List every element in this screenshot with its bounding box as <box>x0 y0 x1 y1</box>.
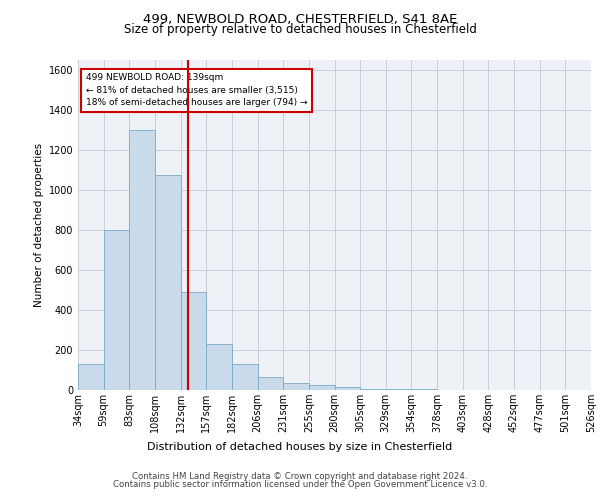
Bar <box>309 385 335 390</box>
Text: Distribution of detached houses by size in Chesterfield: Distribution of detached houses by size … <box>148 442 452 452</box>
Bar <box>335 387 360 390</box>
Text: Size of property relative to detached houses in Chesterfield: Size of property relative to detached ho… <box>124 22 476 36</box>
Text: Contains HM Land Registry data © Crown copyright and database right 2024.: Contains HM Land Registry data © Crown c… <box>132 472 468 481</box>
Text: 499 NEWBOLD ROAD: 139sqm
← 81% of detached houses are smaller (3,515)
18% of sem: 499 NEWBOLD ROAD: 139sqm ← 81% of detach… <box>86 73 307 107</box>
Bar <box>104 230 130 390</box>
Bar <box>78 364 104 390</box>
Text: Contains public sector information licensed under the Open Government Licence v3: Contains public sector information licen… <box>113 480 487 489</box>
Bar <box>155 175 181 390</box>
Bar <box>386 389 412 390</box>
Y-axis label: Number of detached properties: Number of detached properties <box>34 143 44 307</box>
Text: 499, NEWBOLD ROAD, CHESTERFIELD, S41 8AE: 499, NEWBOLD ROAD, CHESTERFIELD, S41 8AE <box>143 12 457 26</box>
Bar <box>232 364 257 390</box>
Bar <box>206 344 232 390</box>
Bar <box>283 383 309 390</box>
Bar <box>412 389 437 390</box>
Bar <box>181 292 206 390</box>
Bar <box>130 130 155 390</box>
Bar <box>360 389 386 390</box>
Bar <box>257 377 283 390</box>
